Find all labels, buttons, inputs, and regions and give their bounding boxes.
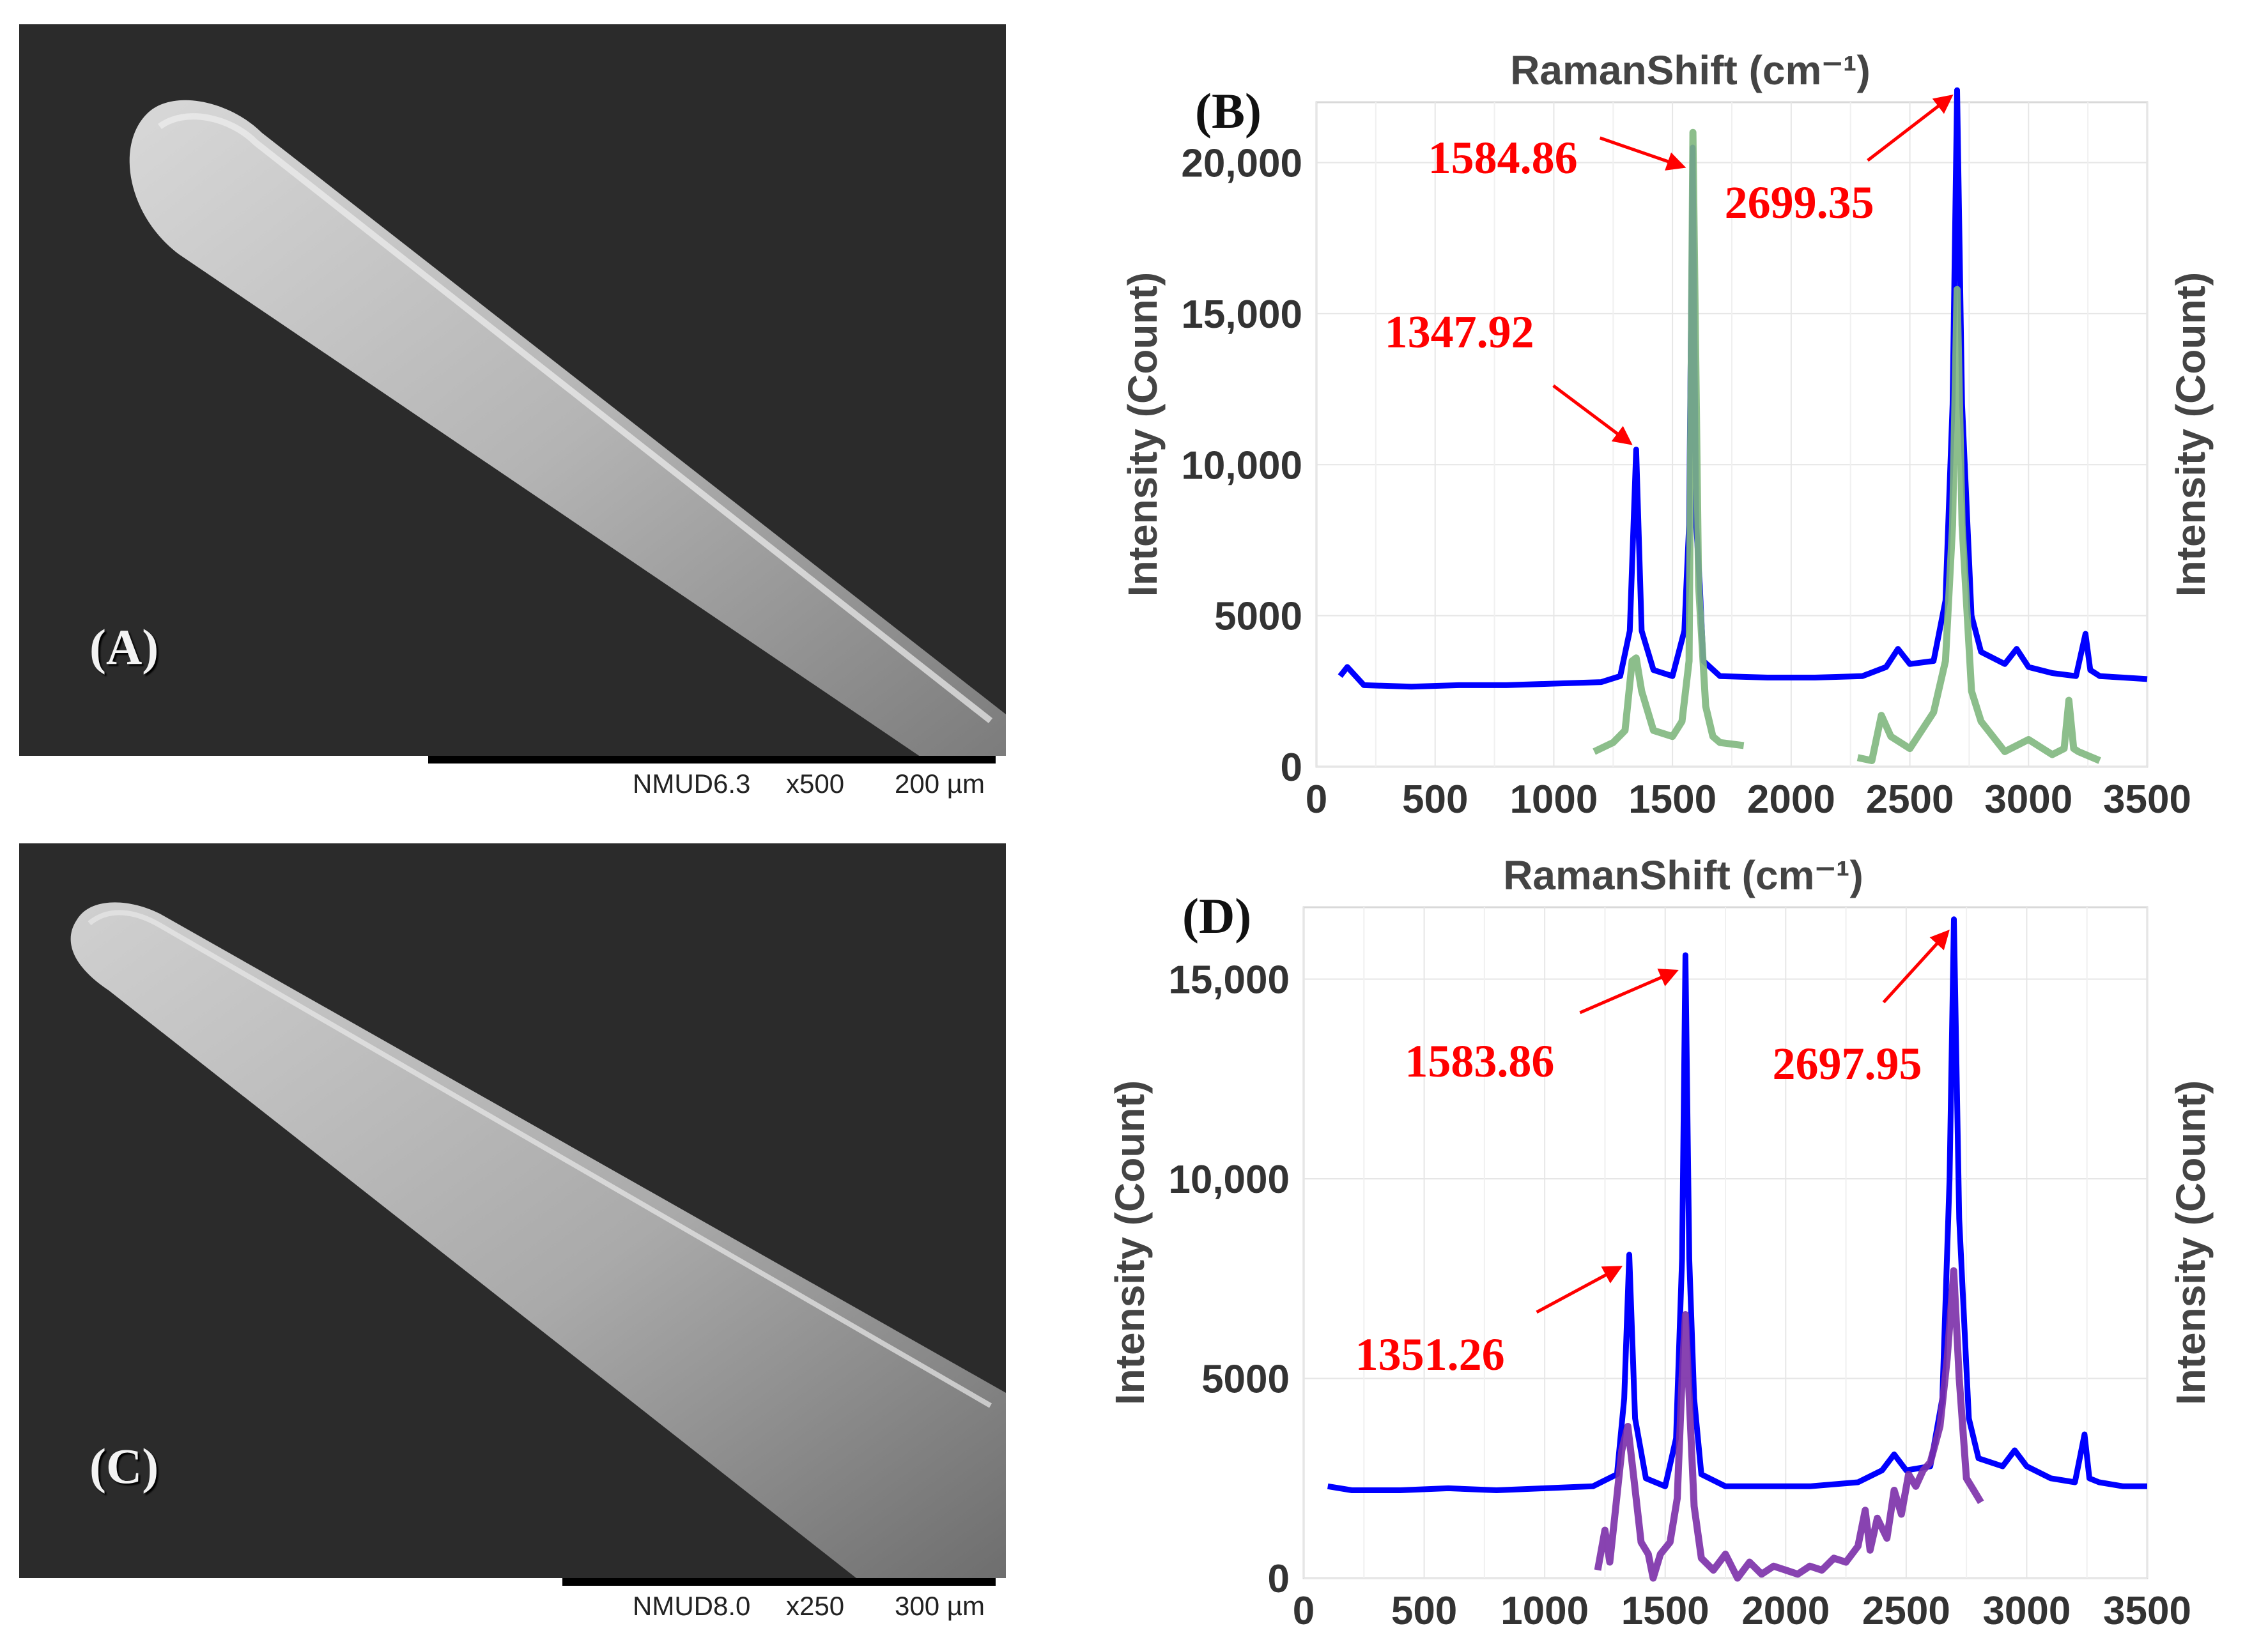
chart-b-x-tick-label: 500 bbox=[1402, 778, 1468, 822]
chart-d-annotation-arrow bbox=[1882, 930, 1950, 1004]
chart-d-ylabel-right: Intensity (Count) bbox=[2168, 1080, 2214, 1405]
chart-b-y-tick-label: 0 bbox=[1281, 746, 1302, 790]
chart-b-ylabel-right: Intensity (Count) bbox=[2168, 272, 2214, 597]
chart-b-y-tick-label: 5000 bbox=[1214, 595, 1302, 639]
chart-b-annotation-label: 1584.86 bbox=[1428, 132, 1578, 183]
chart-b-x-tick-label: 2000 bbox=[1747, 778, 1835, 822]
scalebar-scale-c: 300 µm bbox=[895, 1591, 985, 1621]
chart-d-panel-label: (D) bbox=[1182, 888, 1251, 944]
chart-b-annotation-label: 2699.35 bbox=[1725, 177, 1874, 228]
chart-b-x-tick-label: 2500 bbox=[1866, 778, 1954, 822]
chart-d-x-tick-label: 2000 bbox=[1741, 1589, 1830, 1633]
chart-b-y-tick-label: 10,000 bbox=[1181, 443, 1302, 487]
chart-b-y-tick-label: 15,000 bbox=[1181, 293, 1302, 337]
chart-b-series-1 bbox=[1593, 128, 2101, 764]
chart-d-y-tick-label: 15,000 bbox=[1168, 958, 1290, 1002]
scalebar-a: NMUD6.3 x500 200 µm bbox=[19, 756, 1006, 804]
chart-d-annotation-label: 1351.26 bbox=[1355, 1329, 1505, 1380]
raman-chart-d: 0 500 1000 1500 2000 2500 3000 3500 0 5000 10,000 1… bbox=[1107, 852, 2214, 1633]
chart-b-annotation-arrow bbox=[1599, 136, 1686, 171]
chart-b-x-tick-label: 3500 bbox=[2103, 778, 2191, 822]
chart-b-annotation-arrow bbox=[1552, 384, 1633, 445]
chart-b-annotation-arrow bbox=[1867, 95, 1954, 162]
scalebar-c: NMUD8.0 x250 300 µm bbox=[19, 1578, 1006, 1626]
chart-d-x-tick-label: 3000 bbox=[1982, 1589, 2071, 1633]
chart-d-x-tick-label: 1000 bbox=[1500, 1589, 1589, 1633]
sem-fiber-c bbox=[70, 902, 1006, 1578]
chart-b-x-tick-label: 1500 bbox=[1628, 778, 1716, 822]
chart-d-annotation-label: 1583.86 bbox=[1405, 1036, 1554, 1087]
chart-d-x-tick-label: 500 bbox=[1391, 1589, 1457, 1633]
chart-d-x-tick-label: 0 bbox=[1293, 1589, 1315, 1633]
scalebar-line-c bbox=[562, 1578, 996, 1586]
sem-image-c: (C) NMUD8.0 x250 300 µm bbox=[19, 843, 1006, 1626]
chart-b-panel-label: (B) bbox=[1195, 83, 1261, 139]
sem-image-a: (A) NMUD6.3 x500 200 µm bbox=[19, 24, 1006, 804]
panel-label-c: (C) bbox=[89, 1438, 159, 1494]
chart-d-x-tick-label: 3500 bbox=[2103, 1589, 2191, 1633]
scalebar-line-a bbox=[428, 756, 996, 763]
chart-d-y-tick-label: 5000 bbox=[1201, 1358, 1290, 1402]
chart-b-x-tick-label: 1000 bbox=[1509, 778, 1598, 822]
chart-b-ylabel-left: Intensity (Count) bbox=[1120, 272, 1166, 597]
chart-d-annotation-label: 2697.95 bbox=[1773, 1038, 1922, 1089]
chart-d-ylabel-left: Intensity (Count) bbox=[1107, 1080, 1153, 1405]
panel-label-a: (A) bbox=[89, 619, 159, 675]
scalebar-scale-a: 200 µm bbox=[895, 769, 985, 799]
scalebar-magnification-c: x250 bbox=[786, 1591, 845, 1621]
chart-d-x-tick-label: 2500 bbox=[1862, 1589, 1950, 1633]
sem-fiber-a bbox=[129, 100, 1006, 779]
chart-b-title: RamanShift (cm⁻¹) bbox=[1510, 47, 1871, 93]
chart-d-annotation-arrow bbox=[1536, 1266, 1623, 1314]
chart-b-x-tick-label: 3000 bbox=[1984, 778, 2072, 822]
chart-d-title: RamanShift (cm⁻¹) bbox=[1503, 852, 1863, 898]
chart-b-y-tick-label: 20,000 bbox=[1181, 142, 1302, 186]
chart-d-series-1 bbox=[1594, 1267, 1984, 1582]
raman-chart-b: 0 500 1000 1500 2000 2500 3000 3500 0 5000 10,000 1… bbox=[1120, 47, 2214, 822]
chart-d-y-tick-label: 10,000 bbox=[1168, 1158, 1290, 1202]
scalebar-instrument-a: NMUD6.3 bbox=[633, 769, 751, 799]
chart-b-x-tick-label: 0 bbox=[1306, 778, 1327, 822]
chart-d-x-tick-label: 1500 bbox=[1621, 1589, 1709, 1633]
chart-d-annotation-arrow bbox=[1579, 969, 1679, 1015]
scalebar-magnification-a: x500 bbox=[786, 769, 845, 799]
scalebar-instrument-c: NMUD8.0 bbox=[633, 1591, 751, 1621]
chart-d-y-tick-label: 0 bbox=[1268, 1557, 1290, 1601]
chart-b-annotation-label: 1347.92 bbox=[1385, 307, 1534, 358]
chart-b-series-0 bbox=[1338, 87, 2148, 690]
